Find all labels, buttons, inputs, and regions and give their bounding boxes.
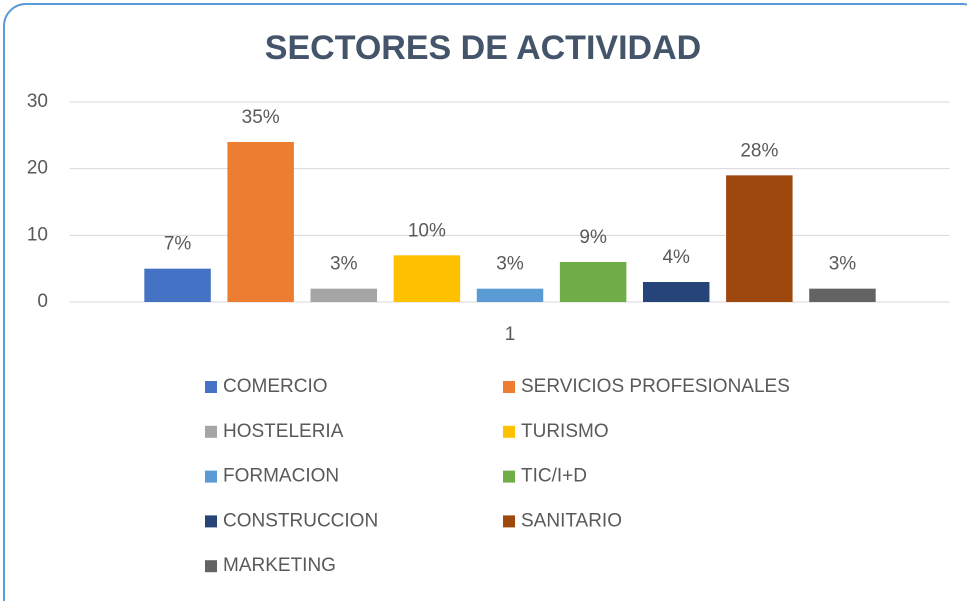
legend-swatch [205,515,217,528]
legend-swatch [205,470,217,483]
y-tick-label: 0 [37,291,48,312]
data-label: 7% [164,234,192,255]
legend-label: FORMACION [223,466,339,487]
legend-swatch [503,515,515,528]
chart-title: SECTORES DE ACTIVIDAD [265,29,701,67]
legend-swatch [503,425,515,438]
bar [559,262,627,302]
legend-label: COMERCIO [223,376,328,397]
legend-label: SERVICIOS PROFESIONALES [521,376,790,397]
legend-label: TIC/I+D [521,466,587,487]
y-tick-label: 10 [27,224,48,245]
legend-swatch [205,560,217,573]
data-label: 35% [242,107,280,128]
bar [642,282,710,302]
legend-label: SANITARIO [521,510,622,531]
data-label: 28% [740,140,778,161]
legend-label: HOSTELERIA [223,421,344,442]
data-label: 10% [408,220,446,241]
y-tick-label: 30 [27,91,48,112]
y-tick-label: 20 [27,158,48,179]
data-label: 4% [662,247,690,268]
legend-swatch [503,470,515,483]
bar [809,288,876,302]
legend-label: MARKETING [223,555,336,576]
bar [310,288,378,302]
legend-label: TURISMO [521,421,609,442]
bar [227,142,294,302]
bar [393,255,461,302]
legend-swatch [503,381,515,393]
data-label: 3% [829,254,857,275]
legend-label: CONSTRUCCION [223,510,378,531]
legend-swatch [205,381,217,393]
data-label: 3% [496,254,524,275]
bar [726,175,793,302]
x-tick-label: 1 [505,324,516,345]
bar [144,268,211,302]
legend-swatch [205,425,217,438]
data-label: 9% [579,227,607,248]
data-label: 3% [330,254,358,275]
bar [476,288,544,302]
